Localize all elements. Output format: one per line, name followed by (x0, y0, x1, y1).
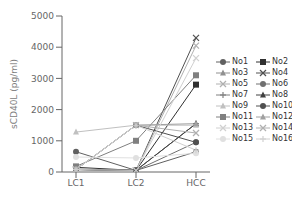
html-text:No3: No3 (232, 68, 248, 77)
html-text:No6: No6 (272, 79, 288, 88)
html-text:No14: No14 (272, 123, 294, 132)
svg-text:2000: 2000 (31, 105, 54, 115)
html-text:No5: No5 (232, 79, 248, 88)
svg-text:HCC: HCC (186, 178, 205, 188)
svg-text:4000: 4000 (31, 42, 54, 52)
html-text:No16: No16 (272, 134, 294, 143)
html-text:No2: No2 (272, 57, 288, 66)
html-text:No8: No8 (272, 90, 288, 99)
html-text:No12: No12 (272, 112, 294, 121)
html-text:No10: No10 (272, 101, 294, 110)
svg-text:sCD40L (pg/ml): sCD40L (pg/ml) (9, 59, 19, 129)
html-text:No15: No15 (232, 134, 254, 143)
html-text:No7: No7 (232, 90, 248, 99)
svg-text:5000: 5000 (31, 11, 54, 21)
svg-text:0: 0 (48, 167, 54, 177)
html-text:No1: No1 (232, 57, 248, 66)
svg-text:LC1: LC1 (67, 178, 84, 188)
html-text:No4: No4 (272, 68, 288, 77)
svg-text:3000: 3000 (31, 74, 54, 84)
svg-text:1000: 1000 (31, 136, 54, 146)
html-text:No9: No9 (232, 101, 248, 110)
html-text:No13: No13 (232, 123, 254, 132)
svg-text:LC2: LC2 (127, 178, 144, 188)
html-text:No11: No11 (232, 112, 254, 121)
